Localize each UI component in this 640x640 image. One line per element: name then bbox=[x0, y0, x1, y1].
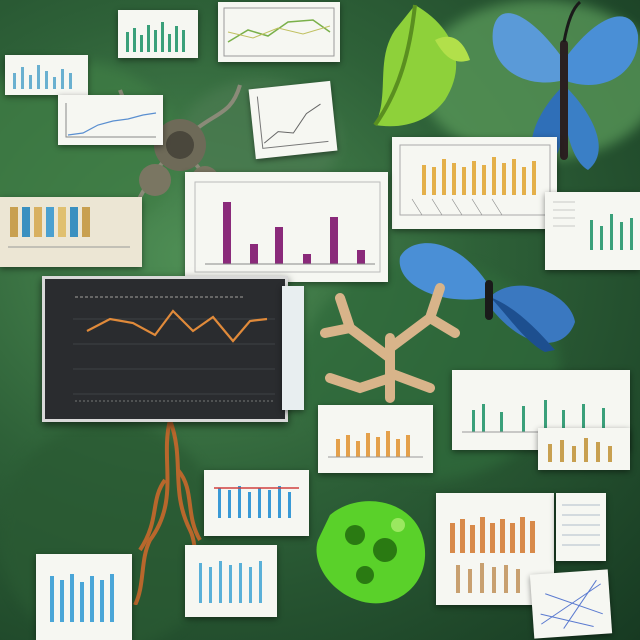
line-chart-panel bbox=[42, 276, 288, 422]
leaf-icon bbox=[316, 501, 426, 604]
chart-card bbox=[318, 405, 433, 473]
chart-card bbox=[529, 569, 613, 639]
chart-line bbox=[86, 309, 268, 343]
chart-card bbox=[392, 137, 557, 229]
chart-card bbox=[218, 2, 340, 62]
butterfly-icon bbox=[399, 243, 575, 352]
chart-card bbox=[248, 80, 338, 160]
chart-card bbox=[0, 197, 142, 267]
chart-card bbox=[204, 470, 309, 536]
chart-card bbox=[118, 10, 198, 58]
coral-icon bbox=[320, 283, 460, 403]
chart-card bbox=[5, 55, 88, 95]
chart-card bbox=[538, 428, 630, 470]
chart-card bbox=[185, 545, 277, 617]
chart-card bbox=[58, 95, 163, 145]
chart-card bbox=[36, 554, 132, 640]
leaf-icon bbox=[373, 4, 470, 127]
chart-card bbox=[436, 493, 554, 605]
chart-card bbox=[556, 493, 606, 561]
chart-card bbox=[282, 286, 304, 410]
chart-card bbox=[545, 192, 640, 270]
chart-card bbox=[185, 172, 388, 282]
